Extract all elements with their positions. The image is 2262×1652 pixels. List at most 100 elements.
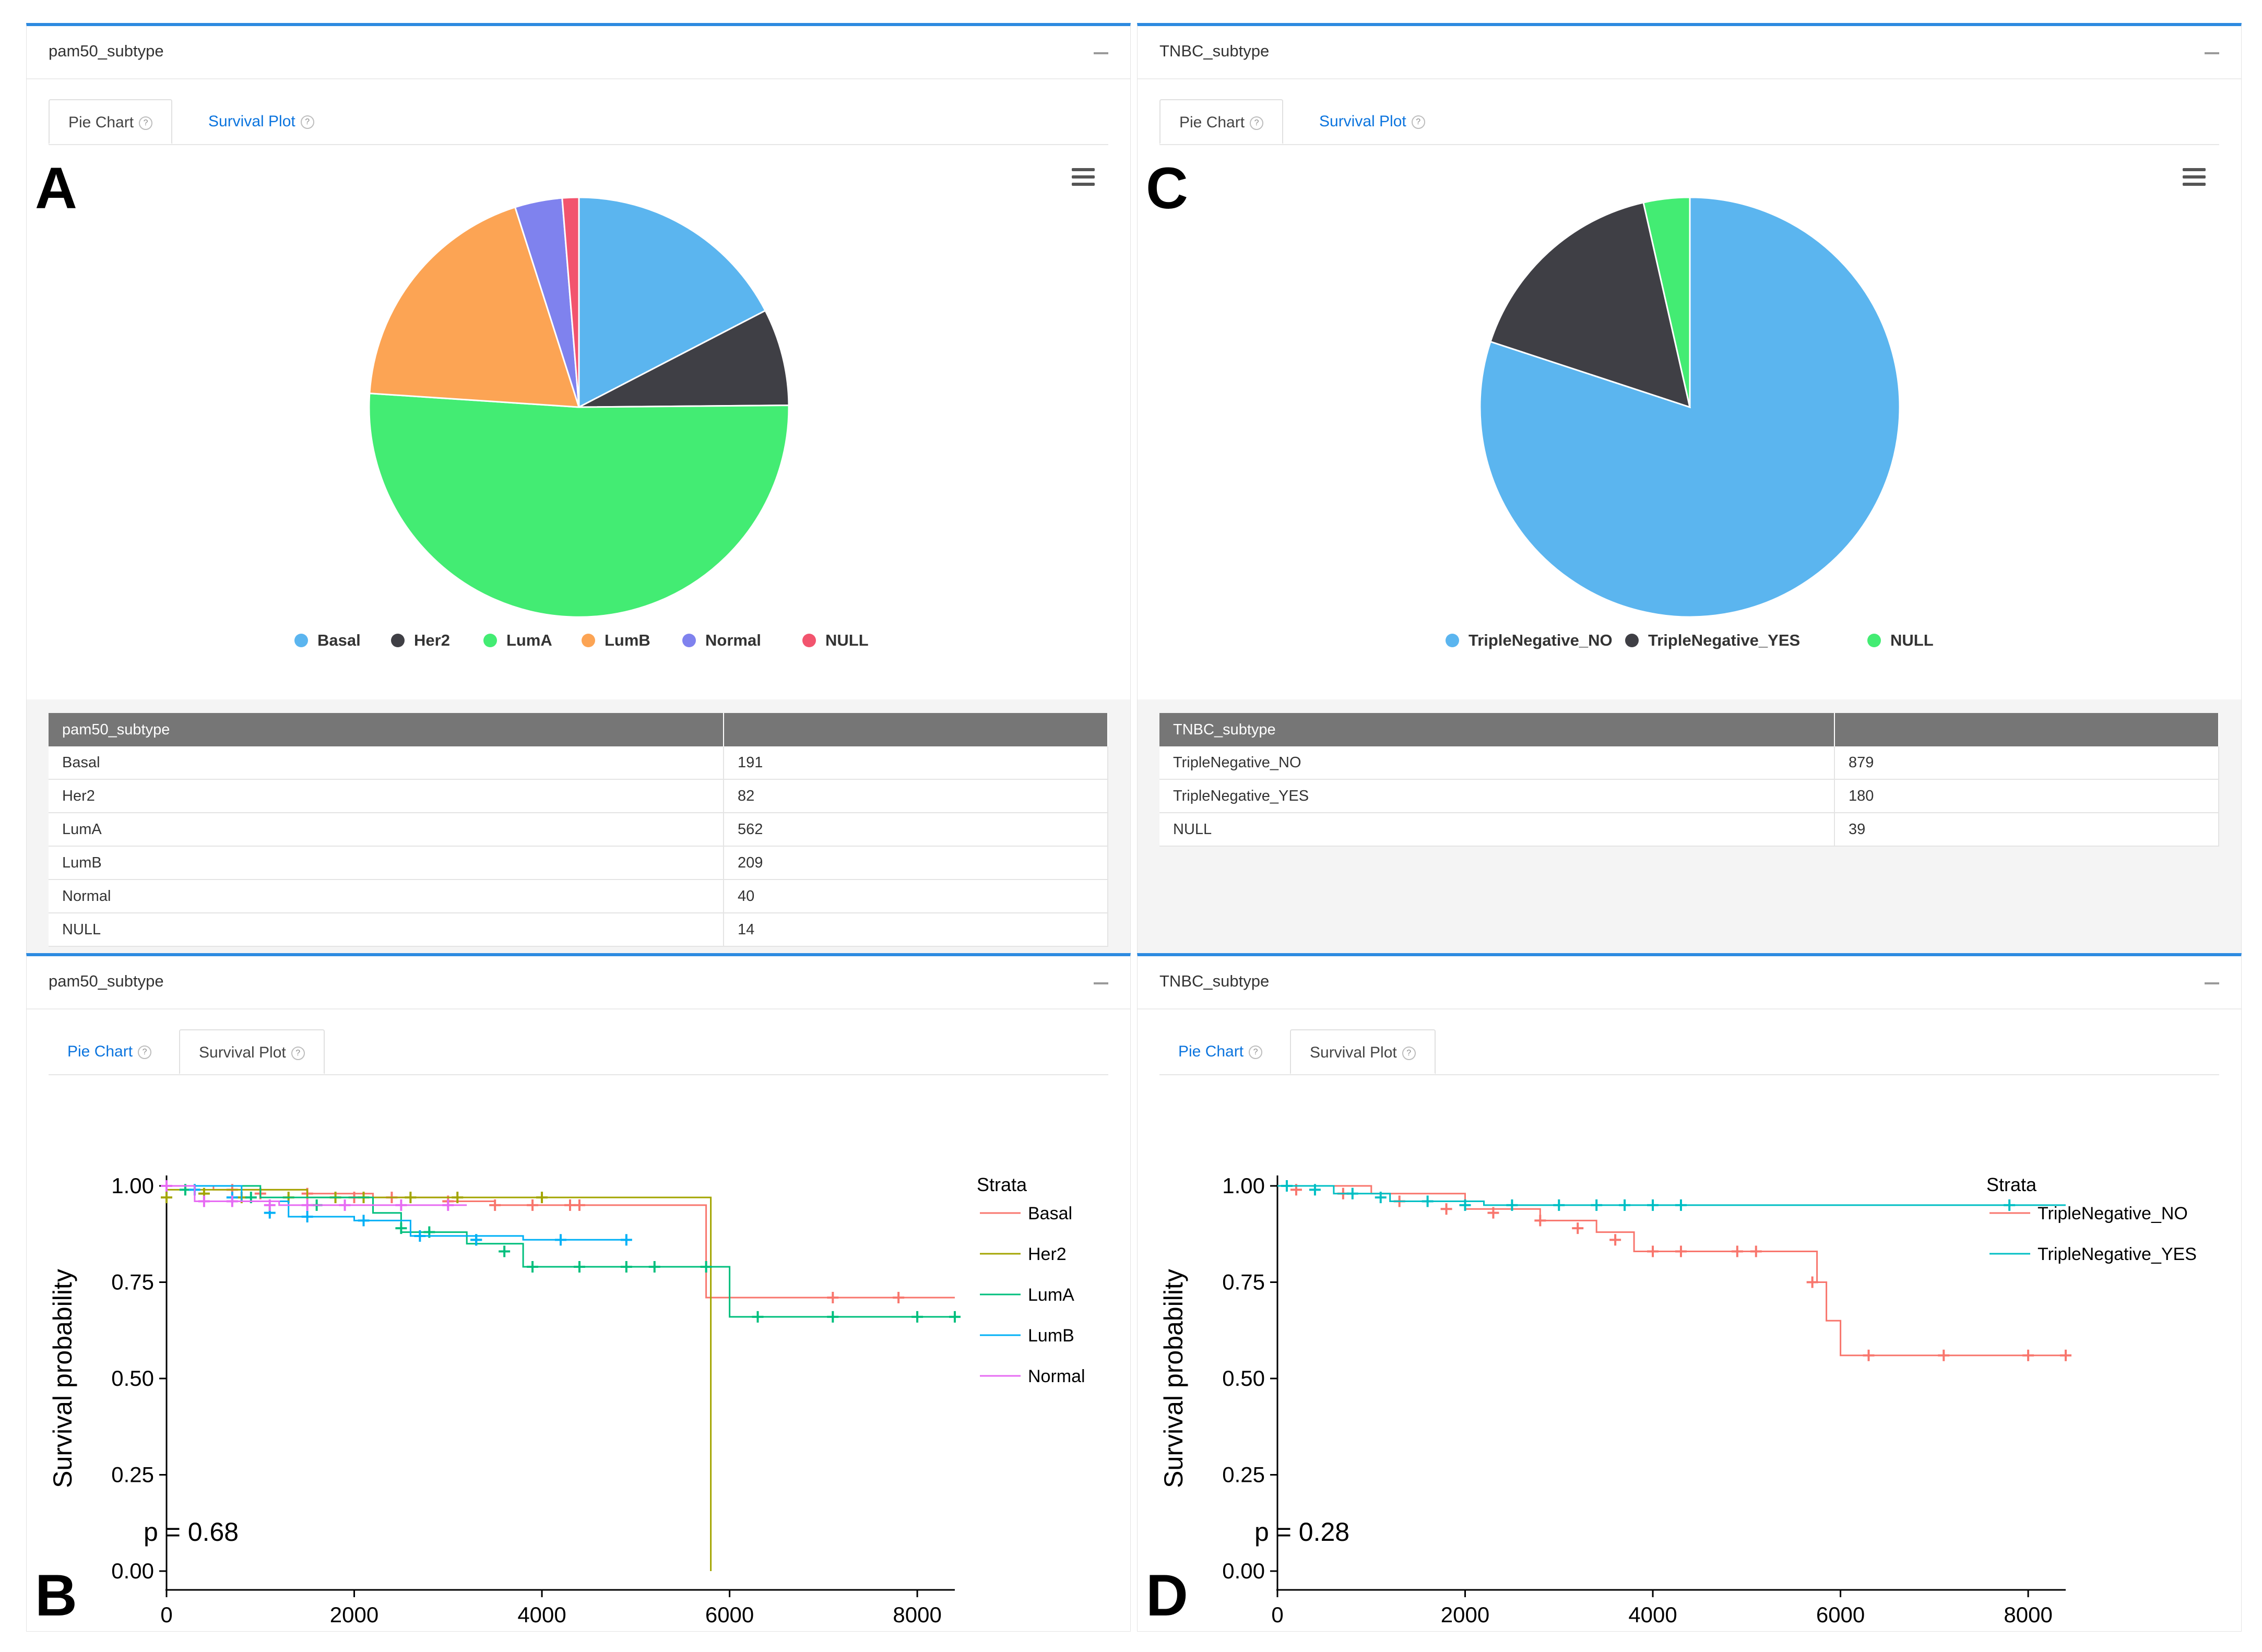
panel-tnbc-survival: TNBC_subtype Pie Chart? Survival Plot? 0… [1137,953,2242,1635]
table-row: LumA 562 [49,813,1108,847]
censor-mark [395,1199,407,1211]
legend-item-lumb[interactable]: LumB [582,631,650,650]
survival-curve-triplenegative-yes [1277,1185,2066,1206]
panel-tnbc-pie: TNBC_subtype Pie Chart? Survival Plot? C… [1137,23,2242,953]
help-icon[interactable]: ? [1250,116,1264,130]
legend-marker [682,634,696,647]
legend-label: Her2 [414,631,450,649]
censor-mark [1675,1245,1687,1257]
pie-slice-lumb[interactable] [369,206,581,408]
tab-pie-chart[interactable]: Pie Chart? [1159,99,1284,144]
tab-survival-plot[interactable]: Survival Plot? [179,1029,325,1074]
tab-survival-plot[interactable]: Survival Plot? [1290,1029,1436,1074]
censor-mark [949,1311,961,1323]
cell-subtype: LumA [49,813,724,847]
help-icon[interactable]: ? [300,115,314,129]
censor-mark [573,1261,585,1273]
censor-mark [395,1222,407,1234]
censor-mark [1346,1187,1358,1199]
tab-pie-chart[interactable]: Pie Chart? [1159,1029,1281,1074]
censor-mark [2060,1349,2071,1361]
legend-item-normal[interactable]: Normal [682,631,761,650]
pie-slice-luma[interactable] [368,393,790,618]
minimize-icon[interactable] [1094,52,1108,54]
tab-survival-plot[interactable]: Survival Plot? [190,99,333,144]
chart-menu-icon[interactable] [2183,168,2206,186]
legend-item-triplenegative-no[interactable]: TripleNegative_NO [1446,631,1613,650]
table-header-row: TNBC_subtype [1159,713,2219,746]
pie-slice-null[interactable] [1642,196,1691,408]
legend-label: TripleNegative_NO [1468,631,1613,649]
pie-chart [368,196,790,618]
censor-mark [893,1292,905,1304]
censor-mark [452,1192,464,1204]
cell-subtype: LumB [49,846,724,880]
legend-item-triplenegative-yes[interactable]: TripleNegative_YES [1625,631,1800,650]
pie-slice-null[interactable] [561,196,580,408]
legend-marker [1446,634,1459,647]
cell-subtype: Basal [49,746,724,780]
censor-mark [536,1192,548,1204]
chart-legend: TripleNegative_NO TripleNegative_YES NULL [1138,631,2242,652]
x-tick-label: 8000 [2004,1602,2052,1627]
help-icon[interactable]: ? [139,116,153,130]
censor-mark [2004,1199,2016,1211]
censor-mark [161,1192,172,1204]
legend-title: Strata [977,1174,1027,1195]
y-tick-label: 0.75 [111,1270,154,1294]
censor-mark [470,1234,482,1246]
tab-survival-plot[interactable]: Survival Plot? [1300,99,1444,144]
censor-mark [1938,1349,1950,1361]
minimize-icon[interactable] [1094,982,1108,984]
legend-item-luma[interactable]: LumA [483,631,552,650]
tab-bar: Pie Chart? Survival Plot? [1159,1029,2219,1075]
figure-label: D [1146,1563,1188,1628]
cell-subtype: Her2 [49,779,724,813]
minimize-icon[interactable] [2205,52,2219,54]
legend-item-null[interactable]: NULL [1867,631,1934,650]
figure-label: C [1146,156,1188,221]
legend-marker [582,634,595,647]
minimize-icon[interactable] [2205,982,2219,984]
legend-label: Normal [1028,1366,1085,1386]
censor-mark [1440,1203,1452,1215]
pie-slice-her2[interactable] [578,310,790,408]
censor-mark [358,1215,370,1227]
legend-item-her2[interactable]: Her2 [391,631,450,650]
x-tick-label: 0 [160,1602,172,1627]
legend-marker [294,634,308,647]
y-axis-label: Survival probability [48,1269,77,1488]
legend-item-null[interactable]: NULL [802,631,869,650]
legend-label: Normal [705,631,761,649]
pie-slice-basal[interactable] [578,196,767,409]
pie-chart [1479,196,1901,618]
censor-mark [499,1245,511,1257]
legend-label: TripleNegative_YES [1648,631,1801,649]
cell-count: 562 [724,813,1108,847]
tab-bar: Pie Chart? Survival Plot? [49,1029,1108,1075]
cell-count: 191 [724,746,1108,780]
x-tick-label: 4000 [1628,1602,1677,1627]
tab-pie-chart[interactable]: Pie Chart? [49,1029,170,1074]
cell-count: 14 [724,913,1108,947]
help-icon[interactable]: ? [138,1045,152,1060]
survival-curve-triplenegative-no [1277,1185,2066,1357]
chart-menu-icon[interactable] [1072,168,1095,186]
help-icon[interactable]: ? [291,1047,305,1061]
tab-pie-chart[interactable]: Pie Chart? [49,99,173,144]
legend-item-basal[interactable]: Basal [294,631,361,650]
tab-bar: Pie Chart? Survival Plot? [1159,99,2219,145]
censor-mark [1731,1245,1743,1257]
data-table: TNBC_subtype TripleNegative_NO 879 Triple… [1159,713,2219,847]
pie-slice-triplenegative-yes[interactable] [1489,201,1691,409]
legend-marker [1625,634,1639,647]
table-row: LumB 209 [49,846,1108,880]
y-axis-label: Survival probability [1159,1269,1188,1488]
column-header: pam50_subtype [49,713,724,746]
help-icon[interactable]: ? [1249,1045,1263,1060]
survival-curve-luma [167,1185,955,1318]
help-icon[interactable]: ? [1402,1047,1416,1061]
censor-mark [1609,1234,1621,1246]
censor-mark [198,1195,210,1207]
help-icon[interactable]: ? [1411,115,1425,129]
